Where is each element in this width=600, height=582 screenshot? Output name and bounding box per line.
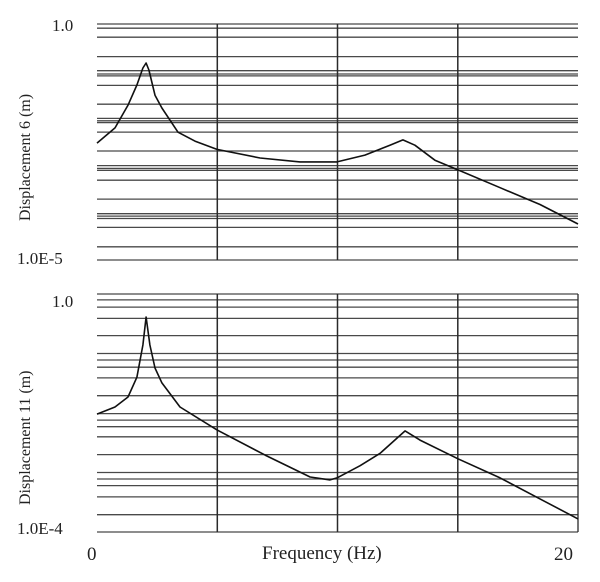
x-axis-label: Frequency (Hz) (262, 543, 382, 564)
bottom-ytick-min: 1.0E-4 (17, 519, 63, 538)
data-curve (96, 316, 579, 520)
bottom-panel-plot (96, 293, 579, 533)
bottom-ytick-max: 1.0 (52, 292, 74, 311)
top-ytick-min: 1.0E-5 (17, 249, 63, 268)
xtick-min: 0 (87, 544, 97, 565)
data-curve (96, 62, 579, 225)
top-ytick-max: 1.0 (52, 16, 74, 35)
xtick-max: 20 (554, 544, 573, 565)
top-y-axis-label: Displacement 6 (m) (17, 93, 34, 221)
bottom-y-axis-label: Displacement 11 (m) (17, 370, 34, 505)
top-panel-plot (96, 23, 579, 261)
